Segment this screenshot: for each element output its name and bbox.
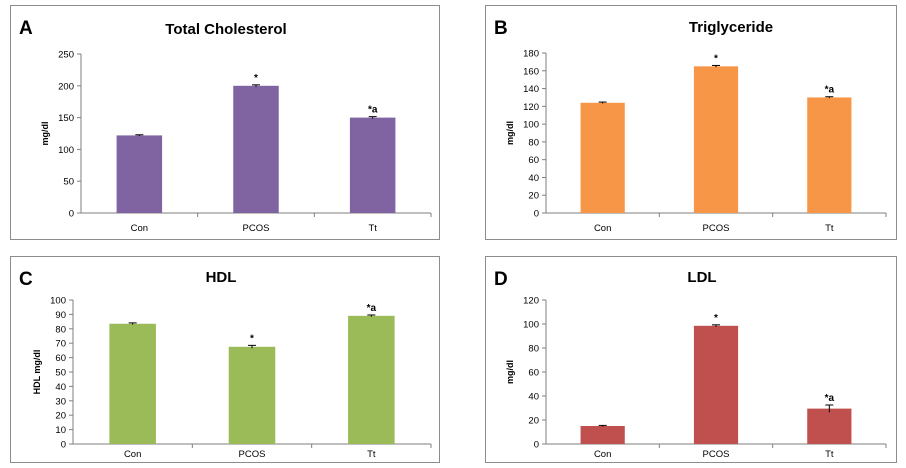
y-tick-label: 100 <box>58 145 74 156</box>
x-category-label: PCOS <box>703 223 730 234</box>
bar-tt <box>807 97 852 213</box>
y-tick-label: 50 <box>63 177 74 188</box>
y-tick-label: 0 <box>69 209 74 220</box>
chart-panel-ldl: D LDL 0 20 40 60 80 100 120 mg/dl Con * PCOS *a Tt <box>485 256 897 463</box>
y-tick-label: 60 <box>528 155 539 166</box>
y-tick-label: 20 <box>528 416 539 427</box>
panel-letter: B <box>494 18 508 39</box>
bar-pcos <box>228 346 276 444</box>
y-tick-label: 40 <box>528 173 539 184</box>
bar-tt <box>349 117 396 213</box>
y-tick-label: 0 <box>61 440 66 451</box>
chart-title: LDL <box>687 269 716 286</box>
y-tick-label: 120 <box>523 102 539 113</box>
chart-panel-hdl: C HDL 0 10 20 30 40 50 60 70 80 90 100 HDL mg/dl Con * P… <box>10 256 440 463</box>
significance-label: * <box>714 313 718 324</box>
y-tick-label: 100 <box>50 296 66 307</box>
significance-label: * <box>714 53 718 64</box>
bar-con <box>116 135 163 213</box>
y-tick-label: 80 <box>528 137 539 148</box>
y-tick-label: 60 <box>55 353 66 364</box>
bar-pcos <box>233 85 279 213</box>
chart-title: Triglyceride <box>689 19 773 36</box>
chart-panel-triglyceride: B Triglyceride 0 20 40 60 80 100 120 140 160 180 mg/… <box>485 5 897 240</box>
y-tick-label: 20 <box>55 411 66 422</box>
x-category-label: Tt <box>367 449 376 460</box>
panel-letter: D <box>494 269 508 290</box>
chart-title: Total Cholesterol <box>165 21 286 38</box>
x-category-label: PCOS <box>703 449 730 460</box>
x-category-label: PCOS <box>243 223 270 234</box>
hdl-chart: C HDL 0 10 20 30 40 50 60 70 80 90 100 HDL mg/dl Con * P… <box>19 269 432 460</box>
y-axis-label: HDL mg/dl <box>32 350 42 395</box>
y-tick-label: 160 <box>523 66 539 77</box>
x-category-label: Con <box>131 223 148 234</box>
bar-pcos <box>693 66 739 213</box>
y-tick-label: 60 <box>528 368 539 379</box>
y-tick-label: 40 <box>528 392 539 403</box>
y-tick-label: 90 <box>55 310 66 321</box>
y-tick-label: 100 <box>523 320 539 331</box>
x-category-label: PCOS <box>239 449 266 460</box>
significance-label: *a <box>825 393 835 404</box>
x-category-label: Tt <box>825 449 834 460</box>
y-tick-label: 140 <box>523 84 539 95</box>
x-category-label: Tt <box>825 223 834 234</box>
y-tick-label: 120 <box>523 296 539 307</box>
y-axis-label: mg/dl <box>505 121 515 145</box>
y-tick-label: 80 <box>55 324 66 335</box>
y-tick-label: 40 <box>55 382 66 393</box>
significance-label: *a <box>368 105 378 116</box>
x-category-label: Con <box>594 223 611 234</box>
y-tick-label: 150 <box>58 113 74 124</box>
y-tick-label: 20 <box>528 191 539 202</box>
total-cholesterol-chart: A Total Cholesterol 0 50 100 150 200 250 mg/dl Co… <box>19 18 432 234</box>
significance-label: *a <box>367 303 377 314</box>
bar-con <box>580 426 625 444</box>
y-tick-label: 0 <box>534 209 539 220</box>
y-tick-label: 200 <box>58 81 74 92</box>
significance-label: * <box>254 73 258 84</box>
x-category-label: Con <box>594 449 611 460</box>
y-axis-label: mg/dl <box>505 360 515 384</box>
chart-panel-total-cholesterol: A Total Cholesterol 0 50 100 150 200 250 mg/dl Co… <box>10 5 440 240</box>
bar-con <box>109 323 156 444</box>
panel-letter: C <box>19 269 33 290</box>
y-tick-label: 80 <box>528 344 539 355</box>
y-tick-label: 180 <box>523 49 539 60</box>
bar-tt <box>807 408 852 444</box>
bar-con <box>580 102 625 213</box>
y-tick-label: 50 <box>55 368 66 379</box>
ldl-chart: D LDL 0 20 40 60 80 100 120 mg/dl Con * PCOS *a Tt <box>494 269 887 460</box>
bar-tt <box>348 315 395 444</box>
y-tick-label: 250 <box>58 50 74 61</box>
y-tick-label: 30 <box>55 396 66 407</box>
significance-label: * <box>250 333 254 344</box>
y-tick-label: 70 <box>55 339 66 350</box>
triglyceride-chart: B Triglyceride 0 20 40 60 80 100 120 140 160 180 mg/… <box>494 18 887 234</box>
x-category-label: Tt <box>368 223 377 234</box>
y-axis-label: mg/dl <box>40 122 50 146</box>
y-tick-label: 100 <box>523 120 539 131</box>
x-category-label: Con <box>124 449 141 460</box>
y-tick-label: 0 <box>534 440 539 451</box>
panel-letter: A <box>19 18 33 39</box>
significance-label: *a <box>825 85 835 96</box>
y-tick-label: 10 <box>55 425 66 436</box>
chart-title: HDL <box>206 269 237 286</box>
bar-pcos <box>693 325 739 444</box>
